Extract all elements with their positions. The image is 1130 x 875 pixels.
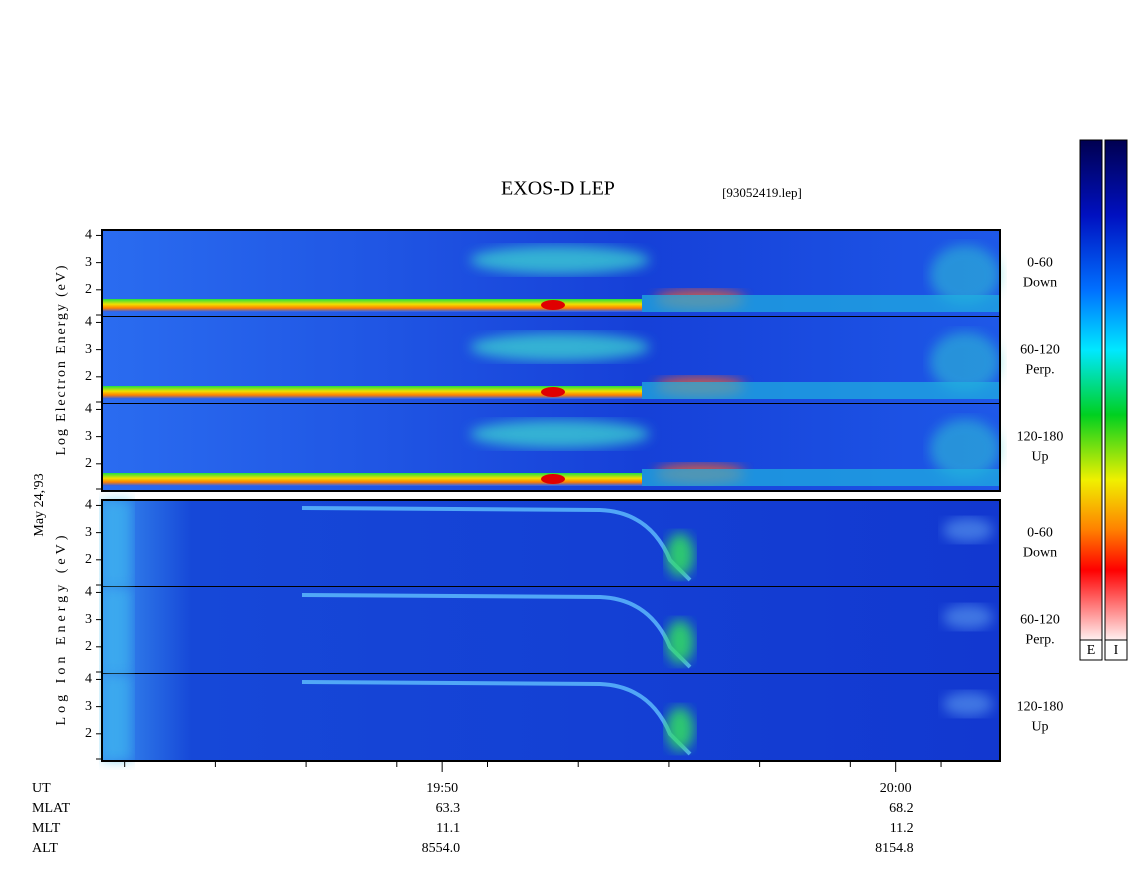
row-value: 63.3 (436, 801, 461, 816)
row-value: 8154.8 (875, 841, 914, 856)
flux-feature (943, 692, 993, 716)
low-energy-band (102, 299, 642, 312)
title: EXOS-D LEP (501, 178, 615, 200)
direction-label: Perp. (1025, 633, 1054, 648)
flux-feature (930, 419, 1000, 479)
x-tick-label: 19:50 (426, 781, 458, 796)
panel-background (102, 500, 1000, 587)
low-energy-band (102, 386, 642, 399)
color-scale (1079, 139, 1103, 641)
flux-feature (666, 533, 694, 577)
flux-feature (102, 587, 132, 674)
flux-feature (666, 707, 694, 751)
low-energy-band (642, 469, 1000, 486)
row-value: 11.2 (890, 821, 914, 836)
flux-feature (470, 246, 650, 274)
spectrogram-panel: 2 3 4 (85, 672, 1000, 762)
pitch-angle-label: 0-60 (1027, 256, 1053, 271)
plots: 2 3 4 0-60 Down 2 3 4 60-120 Perp. 2 3 4 120-180 Up Log… (32, 228, 1064, 857)
panel-background (102, 674, 1000, 761)
row-label: MLT (32, 821, 61, 836)
y-tick-label: 4 (85, 672, 92, 687)
direction-label: Down (1023, 276, 1057, 291)
flux-feature (943, 605, 993, 629)
row-label: MLAT (32, 801, 71, 816)
y-axis-title: Log Electron Energy (eV) (54, 265, 69, 455)
y-tick-label: 2 (85, 639, 92, 654)
pitch-angle-label: 0-60 (1027, 526, 1053, 541)
y-tick-label: 3 (85, 612, 92, 627)
direction-label: Up (1031, 450, 1048, 465)
y-tick-label: 3 (85, 429, 92, 444)
y-tick-label: 3 (85, 342, 92, 357)
spectrogram-panel: 2 3 4 (85, 315, 1000, 405)
y-tick-label: 3 (85, 255, 92, 270)
y-tick-label: 2 (85, 282, 92, 297)
y-tick-label: 4 (85, 585, 92, 600)
y-tick-label: 2 (85, 456, 92, 471)
flux-feature (541, 474, 565, 484)
flux-feature (666, 620, 694, 664)
color-scale-label: E (1087, 643, 1096, 658)
panel-background (102, 587, 1000, 674)
y-tick-label: 4 (85, 402, 92, 417)
y-tick-label: 2 (85, 552, 92, 567)
y-tick-label: 2 (85, 369, 92, 384)
y-tick-label: 2 (85, 726, 92, 741)
spectrogram-panel: 2 3 4 (85, 402, 1000, 492)
date-label: May 24,'93 (32, 473, 47, 536)
direction-label: Perp. (1025, 363, 1054, 378)
flux-feature (541, 300, 565, 310)
row-label: ALT (32, 841, 58, 856)
flux-feature (470, 420, 650, 448)
direction-label: Up (1031, 720, 1048, 735)
flux-feature (930, 245, 1000, 305)
pitch-angle-label: 120-180 (1017, 430, 1064, 445)
y-tick-label: 4 (85, 315, 92, 330)
flux-feature (930, 332, 1000, 392)
flux-feature (541, 387, 565, 397)
pitch-angle-label: 60-120 (1020, 343, 1060, 358)
color-scale (1104, 139, 1128, 641)
y-tick-label: 3 (85, 525, 92, 540)
x-tick-label: 20:00 (880, 781, 912, 796)
low-energy-band (642, 295, 1000, 312)
file-name: [93052419.lep] (722, 185, 802, 200)
spectrogram-panel: 2 3 4 (85, 498, 1000, 588)
color-scale-label-box (1104, 639, 1128, 661)
color-scale-label: I (1114, 643, 1119, 658)
low-energy-band (642, 382, 1000, 399)
flux-feature (470, 333, 650, 361)
direction-label: Down (1023, 546, 1057, 561)
flux-feature (943, 518, 993, 542)
y-tick-label: 4 (85, 498, 92, 513)
y-tick-label: 3 (85, 699, 92, 714)
y-axis-title: Log Ion Energy (eV) (54, 535, 69, 725)
flux-feature (102, 500, 132, 587)
group-frame (101, 499, 1001, 762)
pitch-angle-label: 120-180 (1017, 700, 1064, 715)
color-scale-label-box (1079, 639, 1103, 661)
spectrogram-panel: 2 3 4 (85, 228, 1000, 318)
row-label: UT (32, 781, 51, 796)
flux-feature (102, 674, 132, 761)
group-frame (101, 229, 1001, 492)
spectrogram-panel: 2 3 4 (85, 585, 1000, 675)
low-energy-band (102, 473, 642, 486)
row-value: 11.1 (436, 821, 460, 836)
y-tick-label: 4 (85, 228, 92, 243)
row-value: 68.2 (889, 801, 914, 816)
row-value: 8554.0 (422, 841, 461, 856)
pitch-angle-label: 60-120 (1020, 613, 1060, 628)
